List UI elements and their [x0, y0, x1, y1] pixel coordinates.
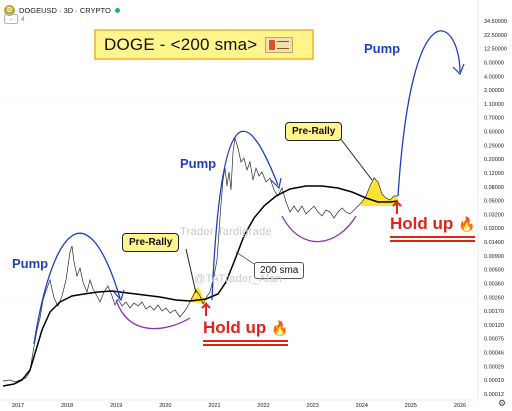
- price-tick-label: 0.50000: [484, 130, 504, 136]
- underline-2: [203, 344, 289, 346]
- underline-1: [390, 236, 476, 238]
- price-tick-label: 0.01400: [484, 240, 504, 246]
- price-tick-label: 0.00012: [484, 392, 504, 398]
- pump-arc-2025: [397, 30, 461, 197]
- gridlines: [0, 99, 478, 301]
- hold-up-text: Hold up: [390, 214, 454, 233]
- year-tick-label: 2021: [208, 403, 220, 409]
- year-tick-label: 2018: [61, 403, 73, 409]
- title-box: DOGE - <200 sma>: [94, 29, 314, 60]
- year-tick-label: 2024: [356, 403, 368, 409]
- price-tick-label: 0.00029: [484, 364, 504, 370]
- time-axis: 2017 2018 2019 2020 2021 2022 2023 2024 2025 2026: [12, 403, 466, 409]
- year-tick-label: 2019: [110, 403, 122, 409]
- price-tick-label: 22.50000: [484, 33, 507, 39]
- price-tick-label: 0.00120: [484, 323, 504, 329]
- year-tick-label: 2017: [12, 403, 24, 409]
- year-tick-label: 2022: [257, 403, 269, 409]
- price-tick-label: 0.00170: [484, 309, 504, 315]
- sma-200-line: [2, 185, 399, 387]
- price-tick-label: 2.00000: [484, 88, 504, 94]
- underline-1: [203, 340, 289, 342]
- pump-label-2021: Pump: [180, 156, 217, 171]
- pump-arrow-2025: [452, 63, 465, 76]
- collapse-icon[interactable]: ⌄: [4, 14, 18, 24]
- pump-arrow-2017: [113, 289, 125, 302]
- pre-rally-leader-2020: [185, 248, 197, 294]
- logo-text-icon: [277, 40, 290, 49]
- doge-price-line: [2, 137, 398, 383]
- pre-rally-leader-2024: [339, 137, 373, 181]
- gear-icon[interactable]: ⚙: [497, 398, 507, 408]
- sma-label: 200 sma: [254, 262, 305, 279]
- hold-up-label-2020: Hold up 🔥: [203, 318, 289, 346]
- indicator-toggle-row[interactable]: ⌄ 4: [4, 14, 25, 24]
- price-tick-label: 0.20000: [484, 157, 504, 163]
- hold-arc-2019: [115, 299, 191, 330]
- watermark-name: Trader Tardigrade: [180, 226, 272, 238]
- trader-logo-badge: [265, 36, 294, 53]
- price-tick-label: 0.00075: [484, 337, 504, 343]
- pre-rally-callout-2024: Pre-Rally: [285, 122, 343, 141]
- price-tick-label: 0.00500: [484, 268, 504, 274]
- price-tick-label: 6.00000: [484, 60, 504, 66]
- year-tick-label: 2023: [307, 403, 319, 409]
- watermark-handle: @TATrader_Alan: [194, 273, 282, 285]
- price-tick-label: 0.08000: [484, 185, 504, 191]
- pre-rally-callout-2020: Pre-Rally: [122, 233, 180, 252]
- price-tick-label: 0.00046: [484, 351, 504, 357]
- symbol-title: DOGEUSD · 3D · CRYPTO: [19, 5, 111, 15]
- logo-mark-icon: [269, 39, 276, 50]
- price-tick-label: 0.70000: [484, 116, 504, 122]
- price-tick-label: 4.00000: [484, 74, 504, 80]
- price-tick-label: 0.00360: [484, 281, 504, 287]
- year-tick-label: 2025: [405, 403, 417, 409]
- year-tick-label: 2026: [454, 403, 466, 409]
- doge-coin-icon: Ð: [4, 4, 15, 16]
- title-text: DOGE - <200 sma>: [104, 34, 258, 54]
- pump-arc-2021: [211, 130, 279, 301]
- price-tick-label: 1.10000: [484, 102, 504, 108]
- symbol-header[interactable]: Ð DOGEUSD · 3D · CRYPTO: [4, 2, 120, 18]
- hold-up-text: Hold up: [203, 318, 267, 337]
- fire-icon: 🔥: [271, 320, 289, 336]
- pump-label-2017: Pump: [12, 256, 49, 271]
- hold-up-label-2024: Hold up 🔥: [390, 214, 476, 242]
- year-tick-label: 2020: [159, 403, 171, 409]
- pump-label-2025: Pump: [364, 41, 401, 56]
- price-tick-label: 0.00260: [484, 295, 504, 301]
- price-tick-label: 12.50000: [484, 47, 507, 53]
- price-tick-label: 0.02000: [484, 226, 504, 232]
- price-tick-label: 0.00019: [484, 378, 504, 384]
- price-tick-label: 34.50000: [484, 19, 507, 25]
- hold-up-arrow-2020: [201, 301, 211, 316]
- pump-arrow-2021: [270, 177, 282, 190]
- fire-icon: 🔥: [458, 216, 476, 232]
- price-axis: 34.50000 22.50000 12.50000 6.00000 4.00000 2.…: [484, 19, 507, 398]
- indicator-count: 4: [21, 15, 25, 23]
- price-tick-label: 0.05000: [484, 199, 504, 205]
- underline-2: [390, 240, 476, 242]
- market-status-dot: [114, 7, 120, 13]
- price-tick-label: 0.29000: [484, 143, 504, 149]
- price-tick-label: 0.12000: [484, 171, 504, 177]
- hold-up-arrow-2024: [392, 199, 402, 214]
- price-tick-label: 0.00900: [484, 254, 504, 260]
- pump-arc-2017: [33, 232, 121, 345]
- price-tick-label: 0.03200: [484, 212, 504, 218]
- hold-arc-2023: [281, 215, 357, 243]
